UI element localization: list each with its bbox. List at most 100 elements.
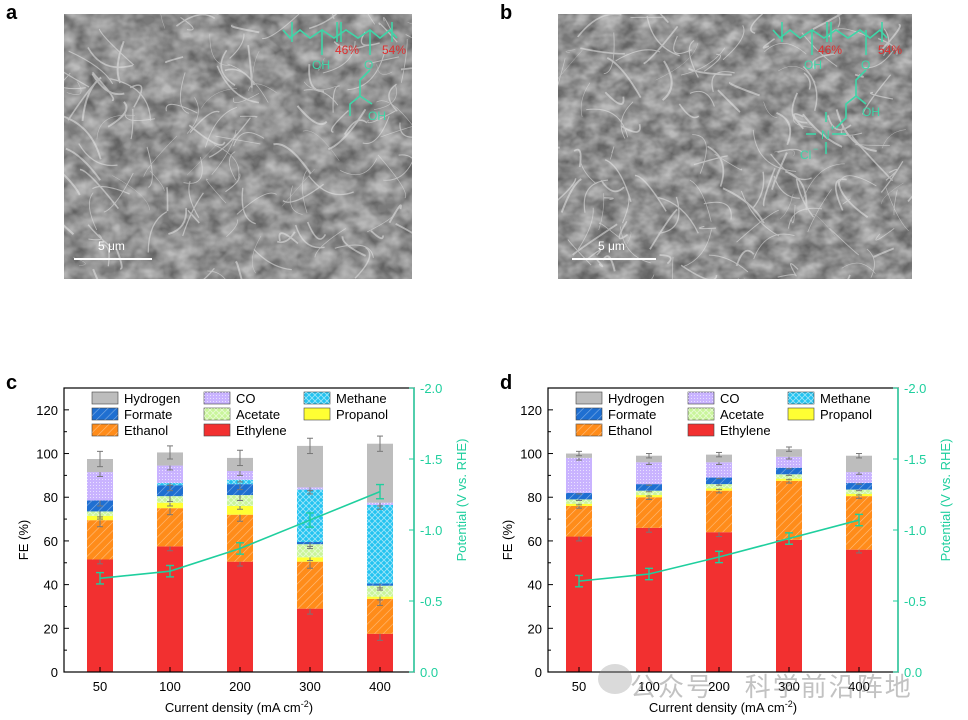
sem-fiber (400, 39, 408, 83)
sem-fiber (580, 82, 591, 118)
sem-fiber (110, 78, 152, 121)
chart-c: 0 20 40 60 80 100 120 0.0 -0.5 -1.0 -1.5 -2.0 50 100 2… (16, 381, 469, 715)
sem-fiber (658, 196, 680, 234)
sem-fiber (762, 38, 776, 49)
sem-fiber (791, 92, 808, 124)
sem-fiber (661, 60, 673, 101)
bar-texture-co-300 (776, 456, 802, 468)
sem-fiber (290, 185, 303, 215)
sem-fiber (835, 178, 847, 211)
sem-fiber (659, 14, 670, 24)
sem-fiber (812, 214, 836, 237)
sem-fiber (885, 187, 909, 232)
sem-fiber (795, 178, 815, 218)
xtick-label-100: 100 (159, 679, 181, 694)
sem-fiber (302, 170, 308, 214)
bar-texture-ethanol-100 (636, 497, 662, 528)
ytick-label-100: 100 (36, 447, 58, 462)
bar-texture-formate-400 (846, 483, 872, 490)
sem-fiber (107, 101, 128, 128)
sem-fiber (383, 161, 412, 181)
bar-ethylene-300 (776, 539, 802, 672)
sem-fiber (87, 224, 112, 248)
bar-texture-acetate-400 (846, 489, 872, 494)
errorbar-hydrogen-200 (716, 451, 722, 458)
sem-fiber (651, 274, 655, 279)
bar-texture-formate-300 (776, 467, 802, 475)
ytick-label-20: 20 (44, 621, 58, 636)
sem-fiber (368, 56, 400, 65)
sem-fiber (598, 193, 605, 231)
sem-fiber (785, 170, 808, 211)
sem-fiber (165, 56, 184, 64)
legend-label-co: CO (720, 391, 740, 406)
sem-fiber (790, 263, 799, 277)
sem-fiber (395, 222, 412, 234)
bar-texture-acetate-300 (776, 474, 802, 479)
sem-fiber (774, 149, 795, 156)
sem-fiber (863, 47, 896, 69)
sem-fiber (92, 268, 99, 279)
sem-fiber (827, 115, 852, 131)
sem-fiber (112, 175, 150, 211)
potential-point-100 (166, 564, 174, 578)
sem-fiber (586, 108, 629, 138)
sem-fiber (91, 73, 125, 96)
sem-fiber (165, 103, 198, 114)
sem-fiber (354, 246, 371, 279)
sem-fiber (565, 49, 576, 53)
sem-fiber (750, 14, 763, 34)
legend-label-propanol: Propanol (336, 407, 388, 422)
errorbar-hydrogen-400 (377, 435, 383, 452)
potential-point-400 (855, 513, 863, 527)
sem-fiber (347, 47, 387, 91)
sem-fiber (558, 178, 577, 201)
ytick-label-60: 60 (44, 534, 58, 549)
bar-texture-co-400 (846, 472, 872, 484)
sem-fiber (771, 152, 788, 190)
sem-fiber (378, 22, 398, 43)
chem-a-o: O (364, 58, 373, 72)
sem-fiber (855, 143, 890, 146)
sem-fiber (801, 32, 838, 67)
bar-ethylene-100 (636, 527, 662, 672)
sem-fiber (689, 179, 712, 222)
sem-fiber (699, 225, 717, 230)
sem-fiber (383, 17, 392, 32)
sem-fiber (68, 50, 114, 85)
sem-fiber (577, 14, 622, 38)
y2tick-label--1.0: -1.0 (904, 523, 926, 538)
sem-fiber (208, 117, 251, 158)
sem-fiber (703, 201, 732, 220)
sem-fiber (224, 68, 256, 86)
legend-label-acetate: Acetate (236, 407, 280, 422)
potential-point-400 (376, 483, 384, 500)
sem-fiber (306, 221, 327, 240)
errorbar-hydrogen-400 (856, 453, 862, 459)
sem-fiber (175, 14, 216, 27)
sem-fiber (262, 14, 300, 40)
potential-point-300 (306, 512, 314, 528)
legend-item-hydrogen: Hydrogen (575, 391, 664, 406)
sem-fiber (880, 161, 904, 193)
sem-fiber (840, 126, 863, 136)
sem-fiber (203, 267, 215, 279)
sem-fiber (207, 270, 226, 279)
legend-label-ethanol: Ethanol (124, 423, 168, 438)
sem-fiber (130, 108, 134, 140)
xtick-label-50: 50 (93, 679, 107, 694)
bar-hydrogen-400 (846, 455, 872, 473)
legend-label-co: CO (236, 391, 256, 406)
legend-swatch-texture-co (204, 392, 230, 404)
y2-axis-label: Potential (V vs. RHE) (938, 439, 953, 562)
sem-fiber (377, 154, 407, 199)
watermark-text: 公众号 · 科学前沿阵地 (630, 673, 913, 703)
sem-fiber (722, 187, 765, 224)
sem-fiber (560, 178, 582, 213)
sem-fiber (64, 224, 75, 235)
sem-fiber (866, 248, 875, 278)
legend-swatch-texture-acetate (688, 408, 714, 420)
chart-d: 0 20 40 60 80 100 120 0.0 -0.5 -1.0 -1.5 -2.0 50 100 2… (500, 381, 953, 715)
sem-fiber (188, 124, 226, 146)
legend-item-propanol: Propanol (303, 407, 388, 422)
